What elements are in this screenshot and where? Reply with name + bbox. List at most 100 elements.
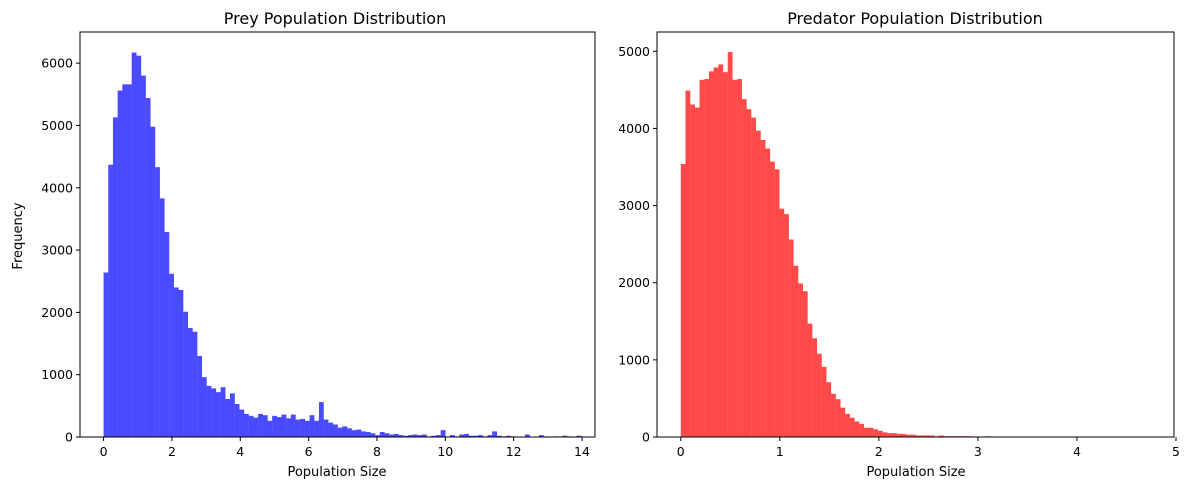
predator-histogram-bar xyxy=(840,408,845,437)
prey-histogram-bar xyxy=(356,430,361,437)
predator-bars xyxy=(681,52,1151,437)
prey-histogram-bar xyxy=(310,415,315,437)
prey-chart-title: Prey Population Distribution xyxy=(224,9,446,28)
prey-histogram-bar xyxy=(272,416,277,437)
predator-histogram-bar xyxy=(746,109,751,437)
prey-histogram-bar xyxy=(352,430,357,437)
prey-histogram-bar xyxy=(305,421,310,437)
predator-histogram-bar xyxy=(808,324,813,437)
predator-x-tick-label: 4 xyxy=(1073,444,1081,459)
prey-histogram-bar xyxy=(207,386,212,437)
prey-x-tick-label: 2 xyxy=(168,444,176,459)
prey-histogram-bar xyxy=(178,290,183,437)
prey-histogram-bar xyxy=(118,91,123,437)
prey-histogram-bar xyxy=(132,53,137,437)
predator-histogram-bar xyxy=(859,424,864,437)
predator-histogram-bar xyxy=(883,432,888,437)
prey-histogram-bar xyxy=(225,399,230,437)
prey-histogram-bar xyxy=(333,425,338,437)
predator-histogram-bar xyxy=(869,428,874,437)
prey-histogram-bar xyxy=(216,392,221,437)
predator-histogram-bar xyxy=(793,266,798,437)
prey-histogram-bar xyxy=(258,414,263,437)
prey-histogram-bar xyxy=(150,127,155,437)
prey-histogram-bar xyxy=(113,117,118,437)
predator-histogram-bar xyxy=(822,367,827,437)
prey-histogram-bar xyxy=(141,76,146,437)
prey-y-tick-label: 2000 xyxy=(41,305,73,320)
prey-histogram-bar xyxy=(319,402,324,437)
prey-histogram-bar xyxy=(230,393,235,437)
prey-histogram-bar xyxy=(160,198,165,437)
prey-histogram-bar xyxy=(174,287,179,437)
prey-histogram-bar xyxy=(197,356,202,437)
predator-x-tick-label: 5 xyxy=(1172,444,1180,459)
predator-histogram-bar xyxy=(765,148,770,437)
predator-histogram-bar xyxy=(751,118,756,437)
predator-x-tick-label: 2 xyxy=(875,444,883,459)
prey-histogram-bar xyxy=(127,84,132,437)
prey-histogram-bar xyxy=(249,416,254,437)
prey-x-tick-label: 14 xyxy=(574,444,590,459)
prey-histogram-bar xyxy=(183,312,188,437)
predator-y-tick-label: 2000 xyxy=(618,275,650,290)
prey-histogram-bar xyxy=(169,274,174,437)
prey-y-tick-label: 4000 xyxy=(41,180,73,195)
predator-histogram-bar xyxy=(718,64,723,437)
predator-histogram-bar xyxy=(878,431,883,437)
prey-histogram-bar xyxy=(384,433,389,437)
predator-histogram-bar xyxy=(831,394,836,437)
predator-histogram-bar xyxy=(700,80,705,437)
predator-x-axis-label: Population Size xyxy=(866,465,965,480)
prey-histogram-bar xyxy=(296,420,301,437)
prey-y-tick-label: 0 xyxy=(65,430,73,445)
prey-histogram-bar xyxy=(188,328,193,437)
prey-histogram-bar xyxy=(361,431,366,437)
predator-histogram-bar xyxy=(761,140,766,437)
prey-histogram-bar xyxy=(211,388,216,437)
prey-histogram-bar xyxy=(202,377,207,437)
prey-histogram-bar xyxy=(347,428,352,437)
predator-histogram-bar xyxy=(817,354,822,437)
prey-histogram-bar xyxy=(239,410,244,437)
prey-histogram-bar xyxy=(108,165,113,437)
predator-histogram-bar xyxy=(798,283,803,437)
predator-histogram-bar xyxy=(775,169,780,437)
prey-histogram-bar xyxy=(193,332,198,437)
predator-y-tick-label: 1000 xyxy=(618,352,650,367)
predator-histogram-bar xyxy=(850,418,855,437)
prey-histogram-bar xyxy=(342,426,347,437)
predator-histogram-bar xyxy=(789,240,794,437)
prey-histogram-bar xyxy=(221,387,226,437)
prey-histogram-bar xyxy=(300,419,305,437)
prey-histogram-bar xyxy=(324,420,329,437)
prey-y-tick-label: 1000 xyxy=(41,367,73,382)
predator-histogram-bar xyxy=(685,91,690,437)
predator-y-tick-label: 3000 xyxy=(618,198,650,213)
predator-histogram-bar xyxy=(728,52,733,437)
predator-histogram-bar xyxy=(845,414,850,437)
prey-histogram-bar xyxy=(146,98,151,437)
prey-histogram-bar xyxy=(281,415,286,437)
predator-histogram-bar xyxy=(690,105,695,437)
prey-histogram-bar xyxy=(267,421,272,437)
prey-histogram-bar xyxy=(338,428,343,437)
predator-x-tick-label: 1 xyxy=(776,444,784,459)
prey-y-tick-label: 3000 xyxy=(41,243,73,258)
prey-histogram-bar xyxy=(155,167,160,437)
prey-x-tick-label: 0 xyxy=(100,444,108,459)
prey-x-tick-label: 8 xyxy=(373,444,381,459)
prey-histogram-bar xyxy=(314,421,319,437)
prey-y-tick-label: 5000 xyxy=(41,118,73,133)
predator-histogram-bar xyxy=(812,338,817,437)
predator-histogram-bar xyxy=(742,99,747,437)
predator-histogram-bar xyxy=(887,433,892,437)
prey-x-axis-label: Population Size xyxy=(287,465,386,480)
predator-y-tick-label: 0 xyxy=(642,430,650,445)
prey-y-axis-label: Frequency xyxy=(11,202,26,269)
